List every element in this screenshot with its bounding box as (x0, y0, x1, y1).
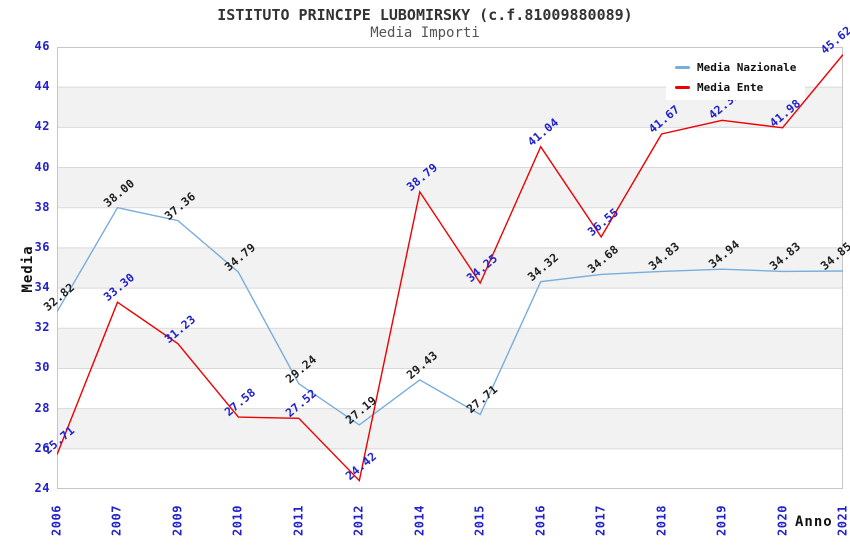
x-tick-label: 2007 (109, 505, 124, 536)
legend-label-ente: Media Ente (697, 81, 764, 94)
y-tick-label: 30 (34, 360, 50, 375)
plot-band (57, 167, 843, 208)
y-tick-label: 28 (34, 400, 50, 415)
x-tick-label: 2011 (291, 505, 306, 536)
plot-area (57, 47, 843, 489)
x-axis-title: Anno (795, 514, 833, 530)
plot-frame (57, 47, 843, 489)
y-tick-label: 38 (34, 199, 50, 214)
series-line-nazionale (57, 206, 843, 426)
x-tick-label: 2014 (412, 505, 427, 536)
y-tick-label: 24 (34, 481, 50, 495)
y-tick-label: 36 (34, 239, 50, 254)
y-tick-label: 40 (34, 159, 50, 174)
x-tick-label: 2018 (654, 505, 669, 536)
x-tick-label: 2009 (170, 505, 185, 536)
y-tick-label: 34 (34, 280, 50, 295)
chart-subtitle: Media Importi (370, 25, 480, 41)
chart-title: ISTITUTO PRINCIPE LUBOMIRSKY (c.f.810098… (217, 6, 633, 24)
plot-band (57, 328, 843, 369)
y-tick-label: 26 (34, 440, 50, 455)
x-tick-label: 2010 (230, 505, 245, 536)
y-tick-label: 42 (34, 119, 50, 134)
y-tick-label: 46 (34, 39, 50, 53)
x-tick-label: 2021 (835, 505, 850, 536)
plot-band (57, 408, 843, 449)
series-line-ente (57, 54, 843, 483)
legend-swatch-ente-icon (675, 86, 690, 89)
x-tick-label: 2006 (49, 505, 64, 536)
y-tick-label: 44 (34, 79, 50, 94)
x-tick-label: 2019 (714, 505, 729, 536)
y-tick-label: 32 (34, 320, 50, 335)
legend-label-nazionale: Media Nazionale (697, 61, 797, 74)
plot-band (57, 247, 843, 289)
legend-swatch-nazionale-icon (675, 66, 690, 69)
x-tick-label: 2012 (351, 505, 366, 536)
x-tick-label: 2017 (593, 505, 608, 536)
x-tick-label: 2015 (472, 505, 487, 536)
legend-item-media-ente: Media Ente (675, 81, 796, 94)
x-tick-label: 2020 (775, 505, 790, 536)
x-tick-label: 2016 (533, 505, 548, 536)
legend: Media Nazionale Media Ente (666, 55, 806, 100)
legend-item-media-nazionale: Media Nazionale (675, 61, 796, 74)
